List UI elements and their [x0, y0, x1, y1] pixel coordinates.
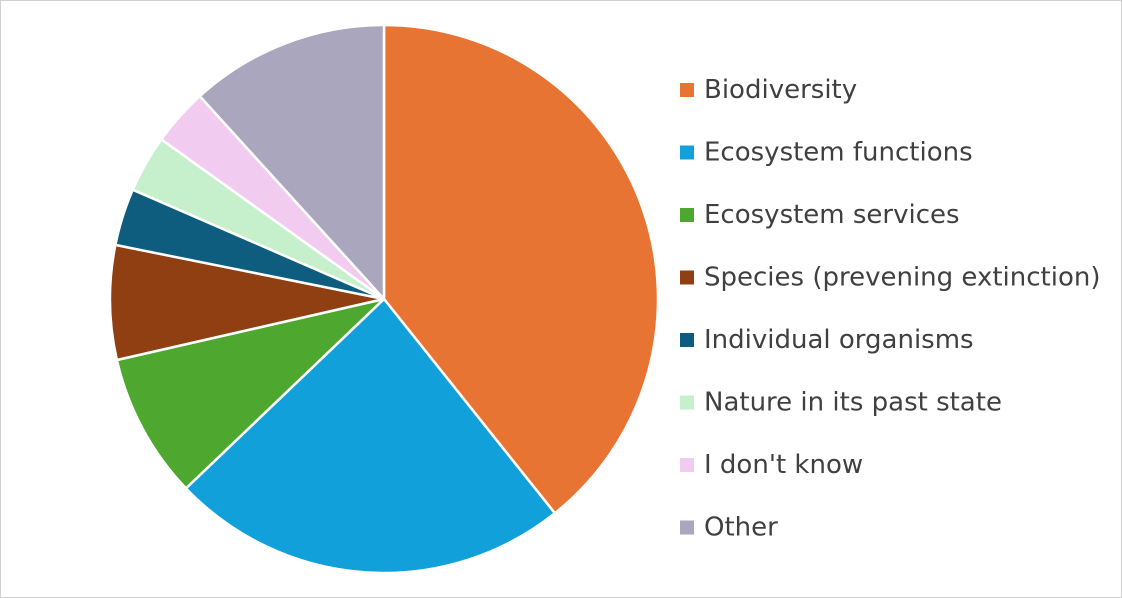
legend-item-0: Biodiversity	[680, 75, 857, 105]
legend-swatch-4	[680, 333, 694, 347]
pie-slice-0	[382, 23, 660, 515]
legend-item-4: Individual organisms	[680, 325, 974, 355]
legend-label-7: Other	[704, 513, 778, 543]
legend-label-4: Individual organisms	[704, 325, 974, 355]
pie-slice-3	[108, 243, 386, 362]
legend-swatch-6	[680, 458, 694, 472]
legend-label-6: I don't know	[704, 450, 863, 480]
legend-item-6: I don't know	[680, 450, 863, 480]
legend-label-3: Species (prevening extinction)	[704, 263, 1101, 293]
legend-label-2: Ecosystem services	[704, 200, 960, 230]
legend-swatch-5	[680, 395, 694, 410]
legend-item-2: Ecosystem services	[680, 200, 960, 230]
legend-item-3: Species (prevening extinction)	[680, 263, 1101, 293]
pie-slices	[108, 23, 660, 575]
legend-label-1: Ecosystem functions	[704, 138, 973, 168]
legend: Biodiversity Ecosystem functions Ecosystem…	[680, 75, 1101, 543]
legend-swatch-1	[680, 145, 694, 160]
legend-label-5: Nature in its past state	[704, 388, 1002, 418]
legend-swatch-2	[680, 208, 694, 222]
legend-swatch-7	[680, 520, 694, 535]
legend-item-7: Other	[680, 513, 778, 543]
legend-label-0: Biodiversity	[704, 75, 857, 105]
pie-slice-7	[198, 23, 386, 301]
legend-item-5: Nature in its past state	[680, 388, 1002, 418]
pie-slice-1	[184, 297, 557, 575]
legend-swatch-3	[680, 270, 694, 285]
pie-slice-2	[115, 297, 386, 490]
legend-swatch-0	[680, 83, 694, 97]
legend-item-1: Ecosystem functions	[680, 138, 973, 168]
